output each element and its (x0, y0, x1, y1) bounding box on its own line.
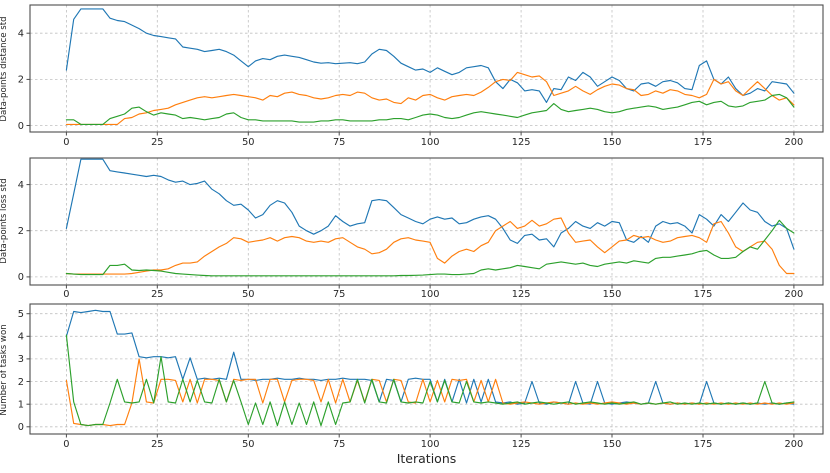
svg-text:25: 25 (151, 289, 163, 298)
svg-text:100: 100 (421, 289, 440, 298)
svg-text:50: 50 (242, 439, 254, 450)
svg-text:175: 175 (694, 137, 713, 148)
subplot-tasks-won: 0 25 50 75 100 125 150 175 200 0 1 2 3 4 5 (18, 303, 824, 450)
svg-text:2: 2 (18, 75, 24, 86)
svg-text:200: 200 (785, 439, 804, 450)
svg-text:100: 100 (421, 137, 440, 148)
svg-text:50: 50 (242, 289, 254, 298)
svg-text:150: 150 (603, 289, 622, 298)
svg-text:150: 150 (603, 137, 622, 148)
svg-text:175: 175 (694, 439, 713, 450)
svg-text:75: 75 (333, 137, 345, 148)
svg-text:200: 200 (785, 137, 804, 148)
x-axis-label-iterations: Iterations (396, 451, 457, 466)
svg-text:75: 75 (333, 439, 345, 450)
svg-text:125: 125 (512, 289, 531, 298)
svg-text:3: 3 (18, 354, 24, 365)
svg-text:0: 0 (18, 422, 24, 433)
svg-text:0: 0 (63, 289, 69, 298)
svg-text:0: 0 (63, 137, 69, 148)
svg-text:4: 4 (18, 29, 24, 40)
svg-text:175: 175 (694, 289, 713, 298)
svg-text:50: 50 (242, 137, 254, 148)
subplot-distance-std: 0 25 50 75 100 125 150 175 200 0 2 4 (18, 4, 824, 148)
svg-text:125: 125 (512, 439, 531, 450)
svg-text:100: 100 (421, 439, 440, 450)
svg-text:0: 0 (18, 272, 24, 283)
svg-text:25: 25 (151, 439, 163, 450)
svg-text:2: 2 (18, 226, 24, 237)
svg-text:4: 4 (18, 180, 24, 191)
svg-text:2: 2 (18, 377, 24, 388)
svg-text:150: 150 (603, 439, 622, 450)
svg-text:200: 200 (785, 289, 804, 298)
svg-text:75: 75 (333, 289, 345, 298)
svg-text:25: 25 (151, 137, 163, 148)
svg-text:4: 4 (18, 332, 24, 343)
svg-text:125: 125 (512, 137, 531, 148)
svg-text:0: 0 (18, 121, 24, 132)
svg-text:0: 0 (63, 439, 69, 450)
svg-text:1: 1 (18, 400, 24, 411)
svg-text:5: 5 (18, 309, 24, 320)
subplot-loss-std: 0 25 50 75 100 125 150 175 200 0 2 4 (18, 157, 824, 298)
